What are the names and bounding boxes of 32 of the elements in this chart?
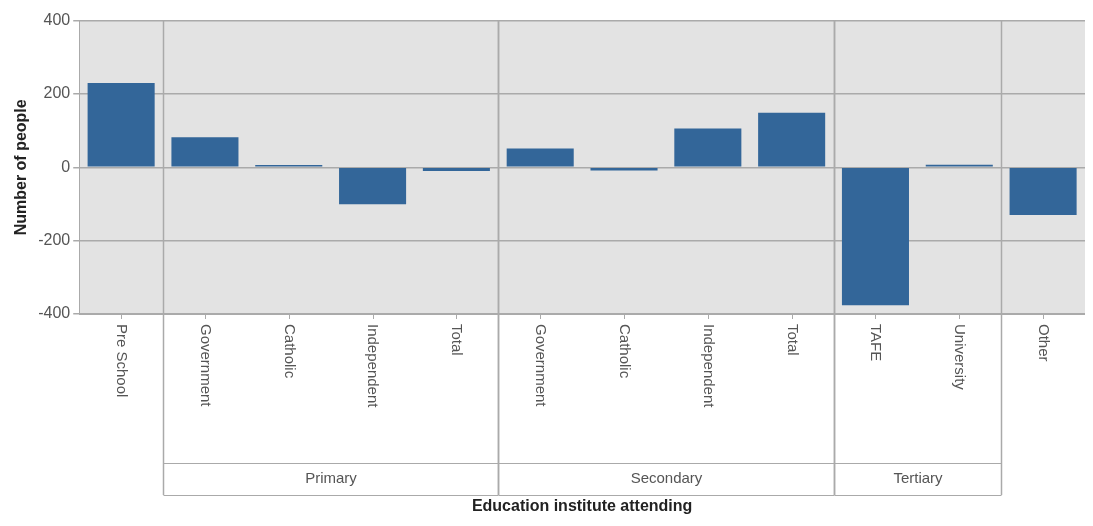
bar <box>1009 168 1077 215</box>
y-tick-label: 0 <box>61 157 71 175</box>
text: Education institute attending <box>471 497 693 515</box>
y-tick-label: 400 <box>43 11 71 29</box>
x-tick-label: Independent <box>700 324 718 409</box>
y-axis-title: Number of people <box>12 99 30 236</box>
x-tick-label: Total <box>449 324 467 356</box>
y-tick-label: -200 <box>38 231 71 249</box>
text: Tertiary <box>893 469 944 487</box>
x-tick-label: Total <box>784 324 802 356</box>
x-tick-label: Pre School <box>113 324 131 398</box>
x-tick-label: Catholic <box>281 324 299 379</box>
x-tick-label: Government <box>533 324 551 408</box>
text: Primary <box>305 469 358 487</box>
x-tick-label: TAFE <box>868 324 886 362</box>
bar <box>590 168 658 171</box>
y-tick-label: -400 <box>38 304 71 322</box>
y-tick-label: 200 <box>43 84 71 102</box>
x-tick-label: Other <box>1035 324 1053 362</box>
text: Secondary <box>630 469 703 487</box>
bar <box>758 112 826 167</box>
x-tick-label: University <box>952 324 970 391</box>
bar <box>87 82 155 167</box>
bar <box>841 168 909 306</box>
bar <box>506 148 574 167</box>
bar <box>171 137 239 167</box>
bar <box>339 168 407 205</box>
x-tick-label: Catholic <box>616 324 634 379</box>
x-tick-label: Government <box>197 324 215 408</box>
x-tick-label: Independent <box>365 324 383 409</box>
bar <box>674 128 742 167</box>
bar <box>422 168 490 171</box>
